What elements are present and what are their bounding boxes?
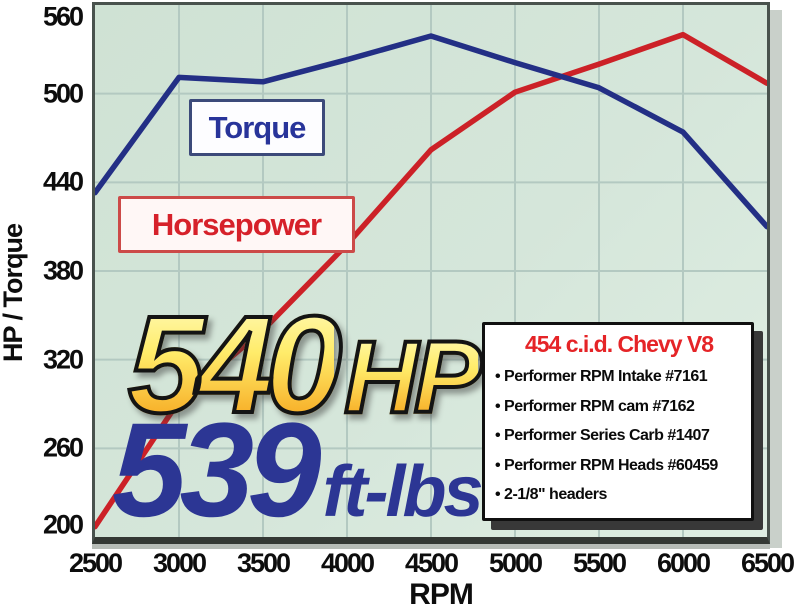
y-tick-label: 320 bbox=[42, 344, 84, 375]
x-axis-title: RPM bbox=[409, 578, 474, 611]
x-tick-label: 6000 bbox=[656, 548, 711, 578]
x-tick-label: 4500 bbox=[404, 548, 459, 578]
spec-item: • Performer RPM cam #7162 bbox=[495, 397, 695, 415]
y-tick-label: 200 bbox=[42, 509, 84, 540]
spec-item: • Performer Series Carb #1407 bbox=[495, 427, 710, 445]
x-tick-label: 4000 bbox=[320, 548, 375, 578]
x-tick-label: 6500 bbox=[740, 548, 795, 578]
peak-hp-unit: HP bbox=[342, 320, 484, 434]
x-tick-label: 5500 bbox=[572, 548, 627, 578]
spec-item: • Performer RPM Heads #60459 bbox=[495, 456, 718, 474]
y-tick-label: 260 bbox=[42, 432, 84, 463]
y-tick-label: 380 bbox=[42, 255, 84, 286]
peak-torque-unit: ft-lbs bbox=[322, 452, 484, 532]
y-tick-label: 440 bbox=[42, 166, 84, 197]
x-tick-label: 5000 bbox=[488, 548, 543, 578]
horsepower-label-box: Horsepower bbox=[118, 196, 355, 253]
spec-item: • Performer RPM Intake #7161 bbox=[495, 368, 708, 385]
horsepower-curve bbox=[95, 31, 767, 530]
spec-box: 454 c.i.d. Chevy V8 • Performer RPM Inta… bbox=[482, 322, 754, 521]
plot-area bbox=[92, 2, 770, 544]
spec-list: • Performer RPM Intake #7161 • Performer … bbox=[495, 362, 743, 510]
spec-box-title: 454 c.i.d. Chevy V8 bbox=[524, 331, 714, 357]
torque-label-box: Torque bbox=[189, 99, 325, 156]
x-tick-label: 3000 bbox=[152, 548, 207, 578]
torque-curve bbox=[95, 33, 767, 230]
peak-torque-callout: 539 ft-lbs bbox=[112, 404, 484, 538]
peak-horsepower-callout: 540HP bbox=[126, 294, 484, 436]
peak-torque-value: 539 bbox=[112, 396, 322, 545]
y-tick-label: 560 bbox=[42, 1, 84, 32]
x-tick-label: 2500 bbox=[68, 548, 123, 578]
x-tick-label: 3500 bbox=[236, 548, 291, 578]
spec-item: • 2-1/8" headers bbox=[495, 486, 607, 504]
peak-hp-value: 540 bbox=[126, 288, 344, 442]
y-tick-label: 500 bbox=[42, 78, 84, 109]
